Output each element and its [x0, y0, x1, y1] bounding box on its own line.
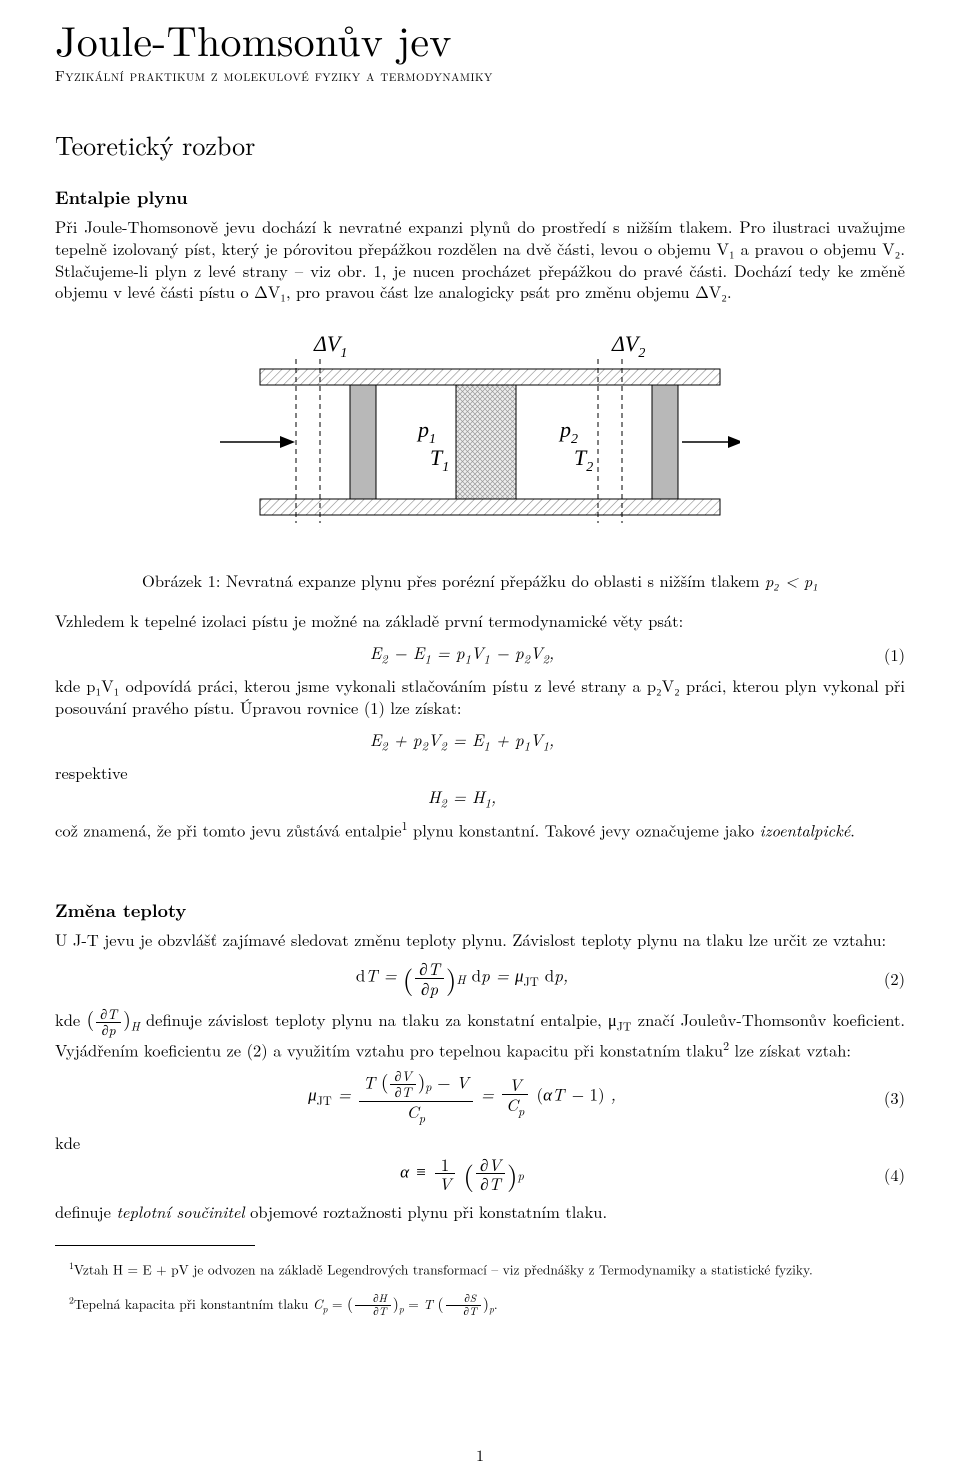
section-heading: Teoretický rozbor [55, 126, 905, 163]
page: Joule-Thomsonův jev Fyzikální praktikum … [0, 0, 960, 1482]
respektive-label: respektive [55, 762, 905, 784]
paragraph-1: Při Joule-Thomsonově jevu dochází k nevr… [55, 216, 905, 303]
equation-2: dT = (∂T∂p)H dp = μJT dp, (2) [55, 958, 905, 997]
footnote-1-text: Vztah H = E + pV je odvozen na základě L… [74, 1260, 813, 1279]
para7-a: definuje [55, 1199, 116, 1223]
equation-3-body: μJT = T (∂V∂T)p − V Cp = VCp (αT − 1) , [55, 1069, 869, 1125]
footnote-rule [55, 1245, 255, 1246]
figure-1-caption: Obrázek 1: Nevratná expanze plynu přes p… [55, 568, 905, 592]
page-number: 1 [0, 1443, 960, 1466]
para7-b: teplotní součinitel [116, 1199, 244, 1223]
page-title: Joule-Thomsonův jev [55, 10, 905, 69]
para4-a: což znamená, že při tomto jevu zůstává e… [55, 818, 402, 842]
footnote-1: 1Vztah H = E + pV je odvozen na základě … [55, 1259, 905, 1279]
figure-caption-text: Obrázek 1: Nevratná expanze plynu přes p… [142, 568, 765, 592]
figure-1: ΔV1 ΔV2 p1 T1 p2 T2 [55, 329, 905, 544]
para7-c: objemové roztažnosti plynu při konstatní… [245, 1199, 607, 1223]
para4-b: plynu konstantní. Takové jevy označujeme… [408, 818, 760, 842]
svg-text:ΔV2: ΔV2 [611, 331, 645, 361]
equation-mid-2-body: H2 = H1, [55, 784, 869, 811]
figure-caption-math: p₂ < p₁ [765, 568, 818, 592]
svg-text:T2: T2 [574, 445, 593, 475]
page-subtitle: Fyzikální praktikum z molekulové fyziky … [55, 65, 905, 86]
piston-diagram: ΔV1 ΔV2 p1 T1 p2 T2 [220, 329, 740, 539]
subsection-enthalpy: Entalpie plynu [55, 185, 905, 210]
paragraph-6: kde (∂T∂p)H definuje závislost teploty p… [55, 1005, 905, 1061]
equation-3: μJT = T (∂V∂T)p − V Cp = VCp (αT − 1) , … [55, 1069, 905, 1125]
svg-text:ΔV1: ΔV1 [313, 331, 347, 361]
para6-b: definuje závislost teploty plynu na tlak… [146, 1007, 617, 1031]
svg-text:T1: T1 [430, 445, 449, 475]
equation-mid-1-body: E2 + p2V2 = E1 + p1V1, [55, 727, 869, 754]
equation-2-body: dT = (∂T∂p)H dp = μJT dp, [55, 958, 869, 997]
svg-text:p1: p1 [416, 417, 436, 447]
para6-a: kde [55, 1007, 86, 1031]
paragraph-2: Vzhledem k tepelné izolaci pístu je možn… [55, 610, 905, 632]
paragraph-7: definuje teplotní součinitel objemové ro… [55, 1201, 905, 1223]
paragraph-3: kde p₁V₁ odpovídá práci, kterou jsme vyk… [55, 675, 905, 719]
equation-3-number: (3) [869, 1085, 905, 1109]
equation-4: α ≡ 1V (∂V∂T)p (4) [55, 1154, 905, 1193]
equation-4-body: α ≡ 1V (∂V∂T)p [55, 1154, 869, 1193]
para4-c: izoentalpické [760, 818, 851, 842]
equation-mid-1: E2 + p2V2 = E1 + p1V1, [55, 727, 905, 754]
equation-4-number: (4) [869, 1162, 905, 1186]
equation-mid-2: H2 = H1, [55, 784, 905, 811]
footnote-2-text: Tepelná kapacita při konstantním tlaku [74, 1294, 313, 1313]
para6-d: lze získat vztah: [729, 1037, 851, 1061]
equation-1-number: (1) [869, 642, 905, 666]
footnote-2: 2Tepelná kapacita při konstantním tlaku … [55, 1293, 905, 1319]
subsection-temperature: Změna teploty [55, 898, 905, 923]
paragraph-4: což znamená, že při tomto jevu zůstává e… [55, 819, 905, 841]
paragraph-5: U J-T jevu je obzvlášť zajímavé sledovat… [55, 929, 905, 951]
equation-1-body: E2 − E1 = p1V1 − p2V2, [55, 640, 869, 667]
equation-2-number: (2) [869, 966, 905, 990]
equation-1: E2 − E1 = p1V1 − p2V2, (1) [55, 640, 905, 667]
svg-text:p2: p2 [558, 417, 578, 447]
